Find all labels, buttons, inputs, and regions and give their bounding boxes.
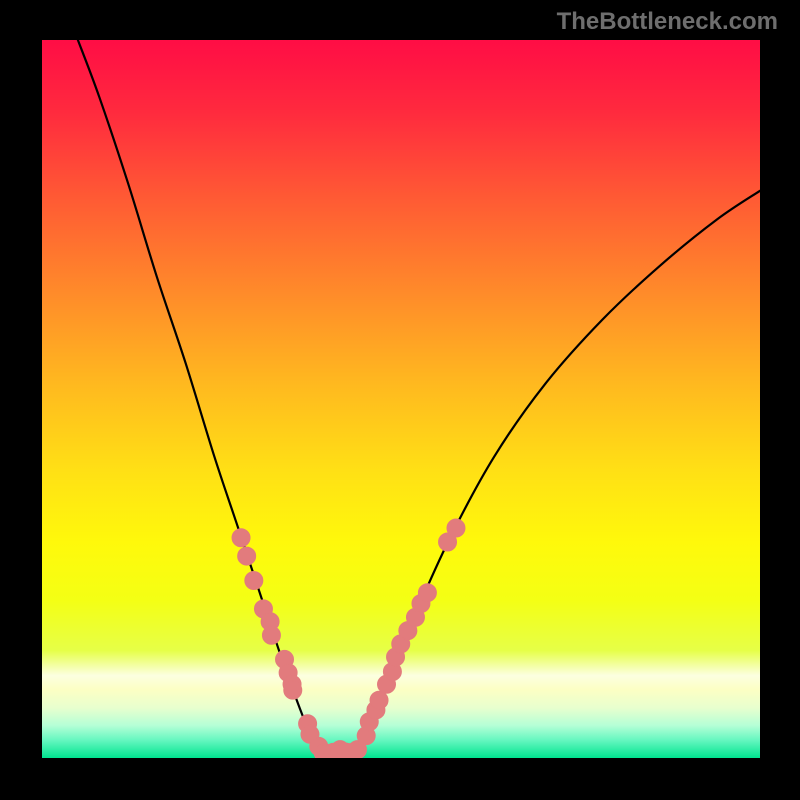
marker-point bbox=[370, 691, 388, 709]
marker-point bbox=[232, 529, 250, 547]
chart-root: TheBottleneck.com bbox=[0, 0, 800, 800]
watermark-text: TheBottleneck.com bbox=[557, 8, 778, 36]
marker-point bbox=[418, 584, 436, 602]
marker-point bbox=[284, 681, 302, 699]
marker-point bbox=[238, 547, 256, 565]
marker-point bbox=[245, 571, 263, 589]
plot-area bbox=[42, 40, 760, 758]
bottleneck-curve bbox=[78, 40, 760, 753]
chart-svg-layer bbox=[42, 40, 760, 758]
marker-cluster bbox=[232, 519, 465, 758]
marker-point bbox=[262, 626, 280, 644]
marker-point bbox=[447, 519, 465, 537]
